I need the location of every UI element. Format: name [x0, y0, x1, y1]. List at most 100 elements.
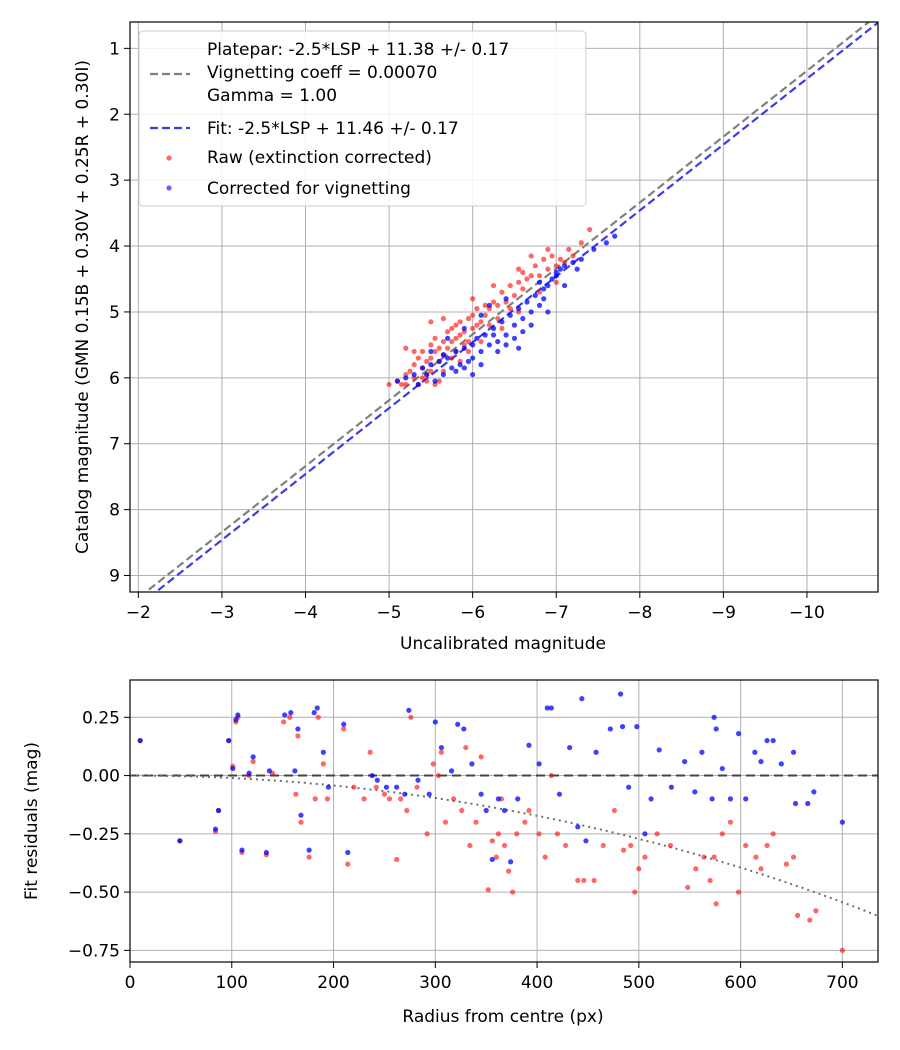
corrected-point — [778, 761, 784, 767]
corrected-point — [292, 768, 298, 774]
raw-point — [524, 276, 530, 282]
corrected-point — [461, 726, 467, 732]
corrected-point — [461, 365, 467, 371]
y-tick-label: −0.75 — [68, 941, 120, 961]
corrected-point — [246, 770, 252, 776]
raw-point — [727, 819, 734, 825]
raw-point — [315, 714, 321, 720]
raw-point — [578, 240, 584, 246]
raw-point — [444, 329, 451, 335]
raw-point — [562, 842, 569, 849]
raw-point — [839, 947, 845, 953]
corrected-point — [411, 371, 417, 378]
corrected-point — [453, 368, 459, 374]
corrected-point — [230, 765, 236, 772]
raw-point — [735, 889, 742, 895]
raw-point — [685, 884, 691, 891]
corrected-point — [461, 325, 467, 332]
bottom-reference-lines — [130, 774, 878, 917]
corrected-point — [668, 784, 675, 790]
raw-point — [428, 355, 434, 361]
corrected-point — [453, 348, 459, 355]
corrected-point — [811, 789, 817, 795]
corrected-point — [561, 263, 568, 269]
raw-point — [600, 842, 606, 849]
corrected-point — [250, 754, 256, 760]
raw-point — [566, 246, 572, 252]
corrected-point — [656, 747, 662, 753]
raw-point — [404, 807, 410, 814]
x-tick-label: −4 — [293, 603, 318, 623]
corrected-point — [553, 269, 559, 276]
corrected-point — [428, 362, 434, 368]
corrected-point — [486, 342, 492, 348]
corrected-point — [593, 749, 599, 755]
corrected-point — [490, 325, 497, 332]
corrected-point — [403, 375, 409, 381]
raw-point — [611, 807, 618, 814]
raw-point — [536, 273, 543, 279]
corrected-point — [233, 717, 239, 723]
corrected-point — [457, 362, 463, 368]
y-tick-label: 8 — [109, 501, 120, 521]
raw-point — [250, 758, 256, 765]
x-tick-label: 200 — [317, 973, 349, 993]
raw-point — [424, 358, 430, 364]
raw-point — [386, 381, 392, 388]
raw-point — [424, 831, 430, 837]
raw-point — [449, 355, 455, 361]
raw-point — [482, 312, 488, 318]
raw-point — [474, 322, 480, 328]
raw-point — [528, 273, 534, 279]
raw-point — [628, 842, 634, 849]
y-tick-label: 2 — [109, 105, 120, 125]
corrected-point — [478, 348, 484, 355]
corrected-point — [719, 765, 725, 772]
legend-corrected-label: Corrected for vignetting — [207, 179, 411, 199]
corrected-point — [438, 744, 445, 751]
raw-point — [536, 289, 543, 295]
y-tick-label: 9 — [109, 567, 120, 587]
corrected-point — [541, 296, 547, 302]
corrected-point — [735, 731, 742, 737]
raw-point — [693, 866, 699, 872]
corrected-point — [415, 777, 421, 783]
corrected-point — [516, 306, 522, 312]
raw-point — [478, 754, 484, 760]
raw-point — [495, 315, 501, 322]
y-tick-label: 1 — [109, 39, 120, 59]
corrected-point — [575, 824, 581, 830]
raw-point — [667, 842, 673, 849]
bottom-chart: 0 100 200 300 400 500 600 700 0.25 0.00 −0.25 −0.50… — [22, 679, 879, 1027]
corrected-point — [648, 796, 654, 802]
raw-point — [324, 796, 331, 802]
raw-point — [570, 253, 576, 259]
bottom-plot-area — [130, 680, 878, 962]
raw-point — [758, 866, 764, 872]
legend-fit-label: Fit: -2.5*LSP + 11.46 +/- 0.17 — [207, 119, 459, 139]
raw-point — [367, 749, 373, 755]
raw-point — [501, 842, 508, 849]
raw-point — [451, 796, 457, 802]
raw-point — [438, 749, 445, 755]
raw-point — [398, 796, 404, 802]
raw-point — [478, 319, 484, 325]
corrected-point — [515, 796, 521, 802]
corrected-point — [325, 784, 332, 790]
corrected-point — [212, 826, 219, 832]
corrected-point — [440, 371, 447, 378]
corrected-point — [469, 761, 475, 767]
corrected-point — [532, 292, 538, 299]
raw-point — [440, 338, 447, 345]
raw-point — [510, 889, 516, 895]
legend-box — [138, 30, 587, 207]
corrected-point — [402, 791, 408, 797]
raw-point — [642, 854, 648, 860]
raw-point — [528, 253, 534, 259]
top-scatter-points — [386, 226, 618, 388]
raw-point — [485, 887, 491, 893]
raw-point — [449, 338, 455, 345]
raw-point — [449, 325, 455, 332]
corrected-point — [764, 737, 770, 744]
